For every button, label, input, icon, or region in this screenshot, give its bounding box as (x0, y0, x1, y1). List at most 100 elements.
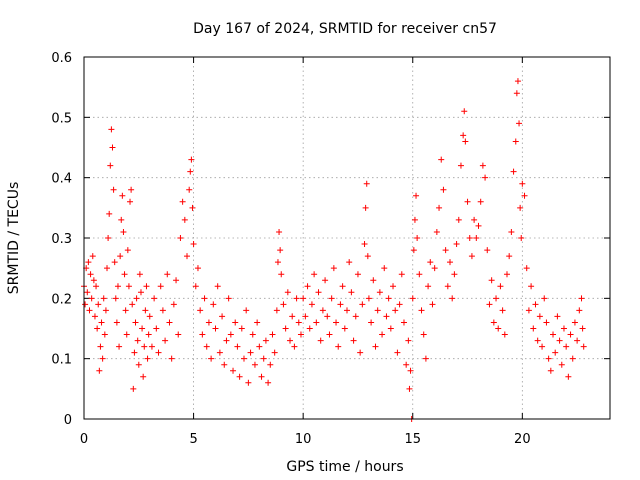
data-point (461, 108, 468, 115)
data-point (98, 319, 105, 326)
x-tick-labels: 0 5 10 15 20 (80, 432, 531, 447)
data-point (322, 277, 329, 284)
data-point (493, 295, 500, 302)
data-point (179, 198, 186, 205)
x-tick-label: 5 (189, 432, 197, 447)
data-point (466, 235, 473, 241)
data-point (398, 271, 405, 278)
data-point (313, 319, 320, 326)
data-point (508, 228, 515, 235)
data-point (352, 313, 359, 320)
data-point (565, 373, 572, 380)
data-point (449, 295, 456, 302)
data-point (328, 295, 335, 302)
data-point (170, 301, 177, 308)
data-point (166, 319, 173, 326)
data-point (471, 216, 478, 223)
data-point (488, 277, 495, 284)
data-point (274, 259, 281, 266)
data-point (513, 90, 520, 97)
data-point (267, 361, 274, 368)
data-point (438, 156, 445, 163)
data-point (517, 204, 524, 211)
data-point (370, 277, 377, 284)
data-point (519, 180, 526, 187)
data-point (429, 301, 436, 308)
data-point (271, 349, 278, 356)
data-point (411, 216, 418, 223)
data-point (567, 331, 574, 338)
data-point (550, 331, 557, 338)
data-point (552, 349, 559, 356)
data-point (245, 379, 252, 386)
data-point (383, 313, 390, 320)
data-point (118, 216, 125, 223)
data-point (392, 307, 399, 314)
data-point (214, 283, 221, 290)
data-point (128, 186, 135, 193)
data-point (108, 126, 115, 133)
data-point (379, 331, 386, 338)
data-point (187, 168, 194, 175)
data-point (503, 271, 510, 278)
data-point (102, 307, 109, 314)
data-point (139, 325, 146, 332)
data-point (238, 325, 245, 332)
data-point (324, 313, 331, 320)
data-point (406, 385, 413, 392)
data-point (159, 307, 166, 314)
data-point (396, 301, 403, 308)
data-point (136, 271, 143, 278)
data-point (219, 313, 226, 320)
data-point (153, 325, 160, 332)
data-point (119, 192, 126, 199)
data-point (462, 138, 469, 145)
data-point (96, 367, 103, 374)
y-tick-label: 0.3 (51, 232, 72, 247)
data-point (141, 343, 148, 350)
data-point (232, 319, 239, 326)
data-point (145, 331, 152, 338)
data-point (418, 307, 425, 314)
data-point (125, 283, 132, 290)
data-point (431, 265, 438, 272)
data-point (300, 295, 307, 302)
data-point (173, 277, 180, 284)
data-point (536, 313, 543, 320)
data-point (205, 319, 212, 326)
data-point (554, 313, 561, 320)
data-point (376, 289, 383, 296)
data-point (514, 78, 521, 85)
data-point (510, 168, 517, 175)
data-point (291, 343, 298, 350)
data-point (190, 241, 197, 248)
data-point (304, 283, 311, 290)
data-point (374, 307, 381, 314)
data-point (146, 313, 153, 320)
data-point (365, 295, 372, 302)
data-point (436, 204, 443, 211)
data-point (186, 186, 193, 193)
data-point (129, 301, 136, 308)
data-point (89, 253, 96, 260)
data-point (416, 271, 423, 278)
data-point (405, 337, 412, 344)
data-point (201, 295, 208, 302)
data-point (422, 355, 429, 362)
data-point (134, 337, 141, 344)
data-point (451, 271, 458, 278)
x-axis-label: GPS time / hours (286, 459, 403, 475)
data-point (278, 271, 285, 278)
data-point (425, 283, 432, 290)
data-point (495, 325, 502, 332)
data-point (475, 222, 482, 229)
data-point (512, 138, 519, 145)
data-point (407, 367, 414, 374)
data-point (558, 361, 565, 368)
data-point (251, 361, 258, 368)
data-point (354, 271, 361, 278)
data-point (315, 289, 322, 296)
data-point (289, 313, 296, 320)
data-point (547, 367, 554, 374)
data-point (240, 355, 247, 362)
